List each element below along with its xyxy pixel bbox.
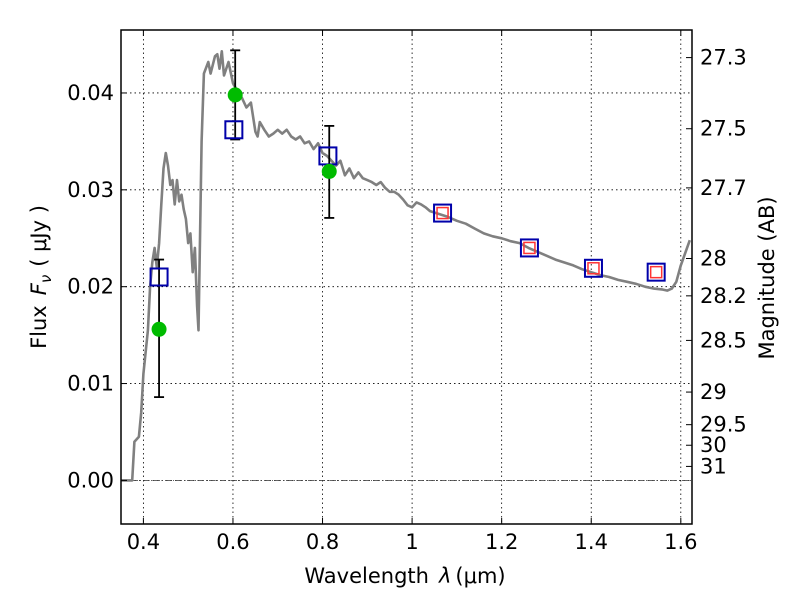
x-tick-label: 0.8 — [306, 530, 339, 554]
model-square-marker — [149, 267, 169, 287]
right-tick-label: 28.5 — [700, 328, 747, 352]
model-square-marker — [433, 203, 453, 223]
observed-point-marker — [227, 87, 243, 103]
y-tick-label: 0.01 — [67, 372, 114, 396]
y-tick-label: 0.02 — [67, 275, 114, 299]
x-tick-label: 1.2 — [485, 530, 518, 554]
x-tick-label: 1.6 — [664, 530, 697, 554]
right-tick-label: 28.2 — [700, 284, 747, 308]
right-tick-label: 30 — [700, 433, 727, 457]
right-tick-label: 29 — [700, 380, 727, 404]
model-inner-square-marker — [523, 241, 536, 255]
right-tick-label: 28 — [700, 247, 727, 271]
right-tick-label: 29.5 — [700, 413, 747, 437]
model-square-marker — [519, 238, 539, 258]
x-tick-label: 0.6 — [216, 530, 249, 554]
model-inner-square-marker — [649, 265, 663, 279]
plot-series — [121, 49, 692, 482]
grid-lines — [121, 30, 692, 524]
model-inner-square-marker — [436, 206, 449, 220]
right-axis-label: Magnitude (AB) — [755, 196, 779, 359]
right-tick-label: 27.5 — [700, 117, 747, 141]
observed-point-marker — [321, 163, 337, 179]
plot-frame — [120, 29, 693, 525]
x-axis-label: Wavelength λ (μm) — [304, 564, 505, 588]
y-tick-label: 0.00 — [67, 468, 114, 492]
right-tick-label: 27.3 — [700, 46, 747, 70]
model-square-marker — [646, 262, 666, 282]
model-square-marker — [224, 120, 244, 140]
x-tick-label: 1.4 — [575, 530, 608, 554]
y-axis-label: FluxFν( μJy ) — [27, 205, 55, 349]
y-tick-label: 0.04 — [67, 81, 114, 105]
observed-point-marker — [151, 321, 167, 337]
axes-ticks: 0.4 0.6 0.8 1 1.2 1.4 1.6 0.00 0.01 0.02 0.03 0.04 2… — [67, 30, 747, 554]
model-square-marker — [583, 258, 603, 278]
x-tick-label: 1 — [405, 530, 418, 554]
right-tick-label: 31 — [700, 454, 727, 478]
sed-curve-line — [121, 50, 692, 482]
y-tick-label: 0.03 — [67, 178, 114, 202]
model-inner-square-marker — [587, 262, 600, 275]
x-tick-label: 0.4 — [127, 530, 160, 554]
right-tick-label: 27.7 — [700, 176, 747, 200]
